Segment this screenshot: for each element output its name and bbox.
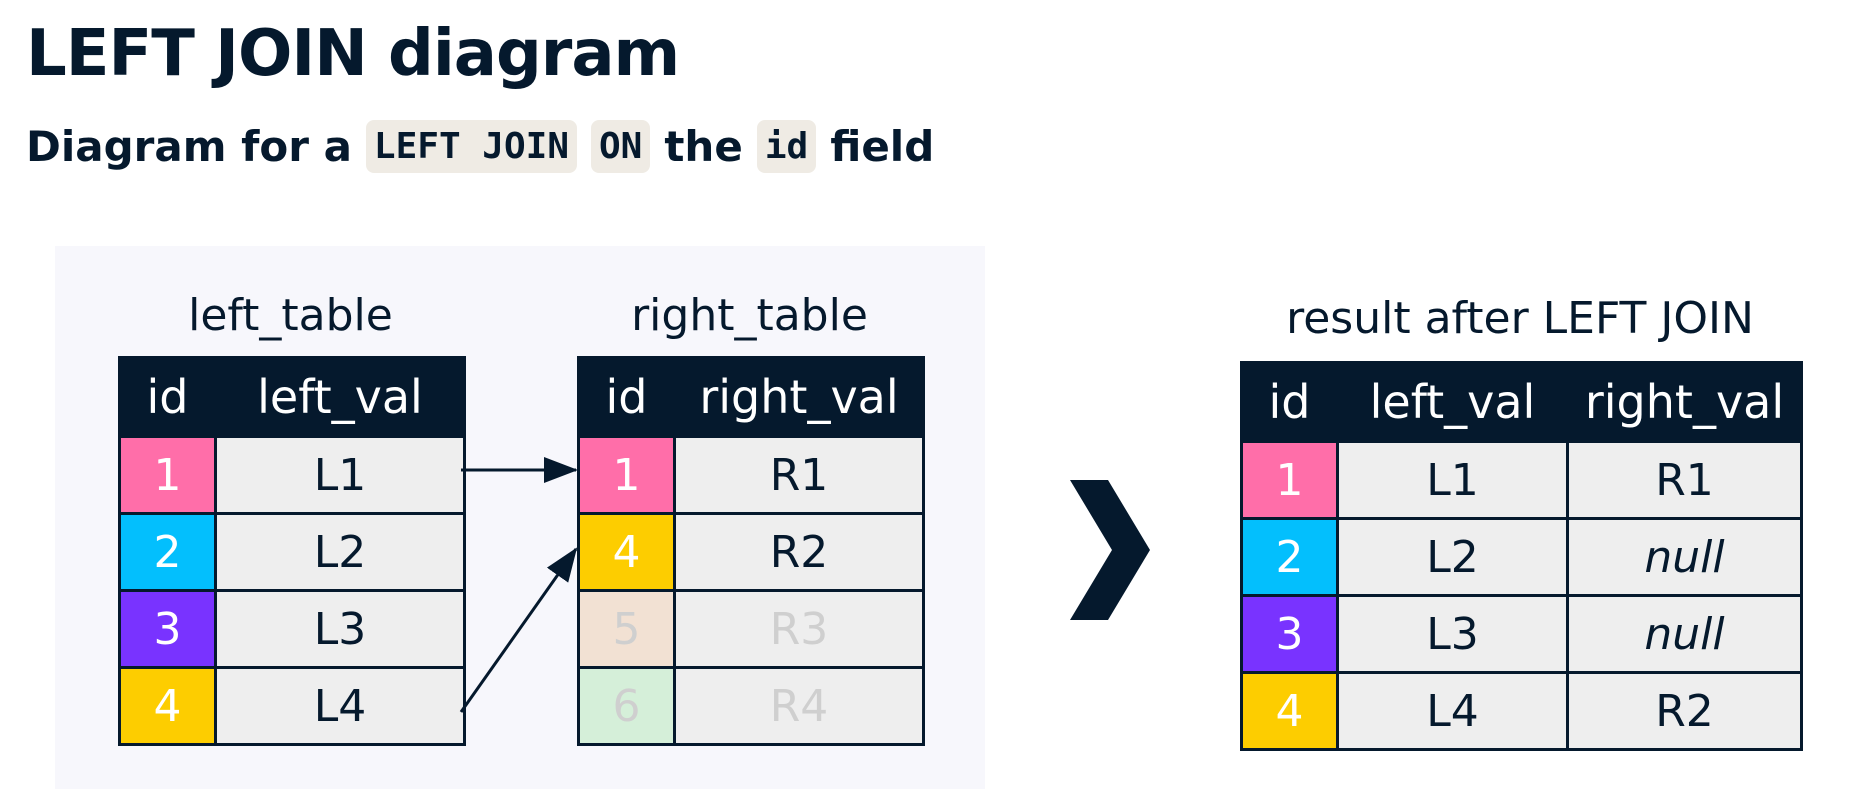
right-table-row-faded: 5 R3 (577, 589, 925, 669)
chevron-right-icon (1070, 480, 1150, 620)
left-table-row: 3 L3 (118, 589, 466, 669)
result-table-right-cell: null (1566, 594, 1803, 674)
left-table-header-row: id left_val (118, 356, 466, 438)
right-table-val-cell: R1 (673, 435, 925, 515)
page-title: LEFT JOIN diagram (26, 17, 680, 91)
code-left-join: LEFT JOIN (365, 119, 577, 173)
result-table-right-cell: R2 (1566, 671, 1803, 751)
left-table-header-id: id (118, 356, 217, 438)
left-table-label: left_table (188, 290, 393, 341)
result-table-id-cell: 1 (1240, 440, 1339, 520)
result-table-left-cell: L2 (1336, 517, 1569, 597)
result-table-row: 3 L3 null (1240, 594, 1803, 674)
right-table-header-id: id (577, 356, 676, 438)
result-table-row: 2 L2 null (1240, 517, 1803, 597)
result-table-left-cell: L4 (1336, 671, 1569, 751)
left-table-header-val: left_val (214, 356, 466, 438)
left-table-id-cell: 3 (118, 589, 217, 669)
subtitle-middle: the (664, 121, 743, 171)
right-table-row: 1 R1 (577, 435, 925, 515)
right-table: id right_val 1 R1 4 R2 5 R3 6 R4 (577, 356, 925, 746)
result-table: id left_val right_val 1 L1 R1 2 L2 null … (1240, 361, 1803, 751)
code-on: ON (591, 119, 651, 173)
right-table-id-cell: 4 (577, 512, 676, 592)
result-table-header-row: id left_val right_val (1240, 361, 1803, 443)
result-table-label: result after LEFT JOIN (1286, 293, 1754, 344)
right-table-label: right_table (631, 290, 868, 341)
code-id: id (756, 119, 817, 173)
left-table-row: 4 L4 (118, 666, 466, 746)
right-table-id-cell: 5 (577, 589, 676, 669)
right-table-val-cell: R4 (673, 666, 925, 746)
left-table-val-cell: L1 (214, 435, 466, 515)
right-table-header-val: right_val (673, 356, 925, 438)
left-table-id-cell: 2 (118, 512, 217, 592)
result-table-right-cell: null (1566, 517, 1803, 597)
result-table-id-cell: 3 (1240, 594, 1339, 674)
result-table-id-cell: 2 (1240, 517, 1339, 597)
left-table-row: 1 L1 (118, 435, 466, 515)
diagram-subtitle: Diagram for a LEFT JOIN ON the id field (26, 116, 934, 176)
right-table-val-cell: R3 (673, 589, 925, 669)
left-table-val-cell: L3 (214, 589, 466, 669)
subtitle-suffix: field (830, 121, 935, 171)
result-table-header-right: right_val (1566, 361, 1803, 443)
left-table-id-cell: 4 (118, 666, 217, 746)
left-table-val-cell: L2 (214, 512, 466, 592)
right-table-row: 4 R2 (577, 512, 925, 592)
right-table-id-cell: 6 (577, 666, 676, 746)
result-table-right-cell: R1 (1566, 440, 1803, 520)
right-table-row-faded: 6 R4 (577, 666, 925, 746)
left-table-row: 2 L2 (118, 512, 466, 592)
right-table-header-row: id right_val (577, 356, 925, 438)
result-table-header-left: left_val (1336, 361, 1569, 443)
right-table-val-cell: R2 (673, 512, 925, 592)
arrow-match-4 (459, 547, 578, 713)
result-table-left-cell: L3 (1336, 594, 1569, 674)
result-table-row: 4 L4 R2 (1240, 671, 1803, 751)
subtitle-prefix: Diagram for a (26, 121, 352, 171)
result-table-row: 1 L1 R1 (1240, 440, 1803, 520)
result-table-left-cell: L1 (1336, 440, 1569, 520)
right-table-id-cell: 1 (577, 435, 676, 515)
left-table: id left_val 1 L1 2 L2 3 L3 4 L4 (118, 356, 466, 746)
left-table-val-cell: L4 (214, 666, 466, 746)
left-table-id-cell: 1 (118, 435, 217, 515)
result-table-header-id: id (1240, 361, 1339, 443)
result-table-id-cell: 4 (1240, 671, 1339, 751)
